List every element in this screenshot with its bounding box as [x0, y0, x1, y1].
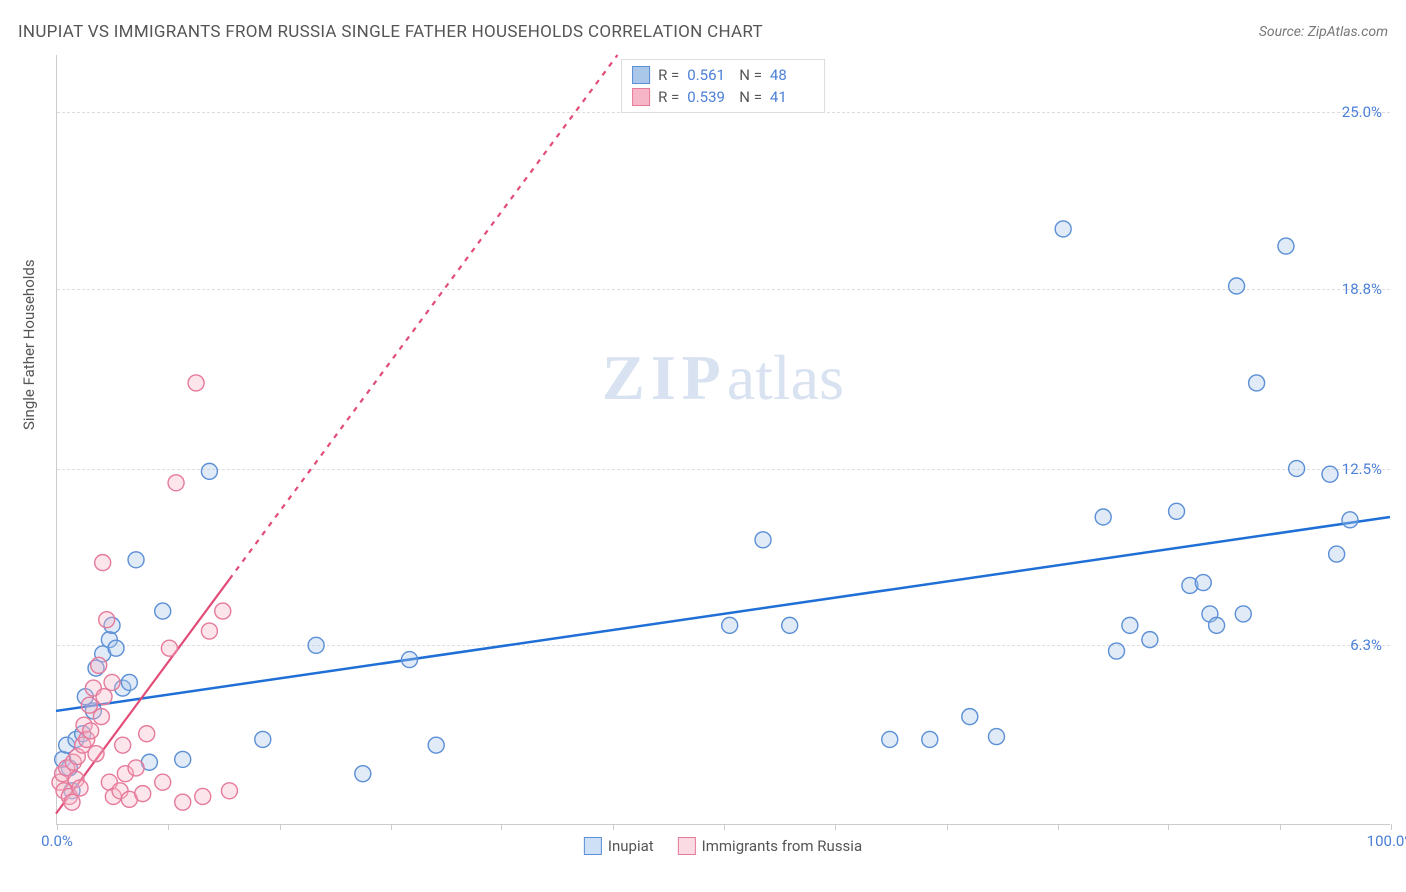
swatch-series-0 [632, 66, 650, 84]
r-value-1: 0.539 [687, 88, 731, 106]
x-tick-label: 0.0% [41, 832, 73, 850]
n-value-0: 48 [770, 66, 814, 84]
legend-swatch-0 [584, 837, 602, 855]
source-label: Source: ZipAtlas.com [1259, 24, 1388, 40]
series-legend: Inupiat Immigrants from Russia [584, 837, 862, 855]
correlation-legend: R = 0.561 N = 48 R = 0.539 N = 41 [621, 59, 825, 113]
x-tick-label: 100.0% [1367, 832, 1406, 850]
n-value-1: 41 [770, 88, 814, 106]
legend-label-1: Immigrants from Russia [702, 837, 862, 855]
chart-svg [56, 55, 1390, 825]
legend-label-0: Inupiat [608, 837, 654, 855]
plot-area: 6.3%12.5%18.8%25.0%0.0%100.0% ZIPatlas R… [56, 55, 1390, 825]
chart-title: INUPIAT VS IMMIGRANTS FROM RUSSIA SINGLE… [18, 22, 763, 42]
swatch-series-1 [632, 88, 650, 106]
legend-swatch-1 [678, 837, 696, 855]
r-value-0: 0.561 [687, 66, 731, 84]
y-axis-label: Single Father Households [20, 259, 38, 430]
